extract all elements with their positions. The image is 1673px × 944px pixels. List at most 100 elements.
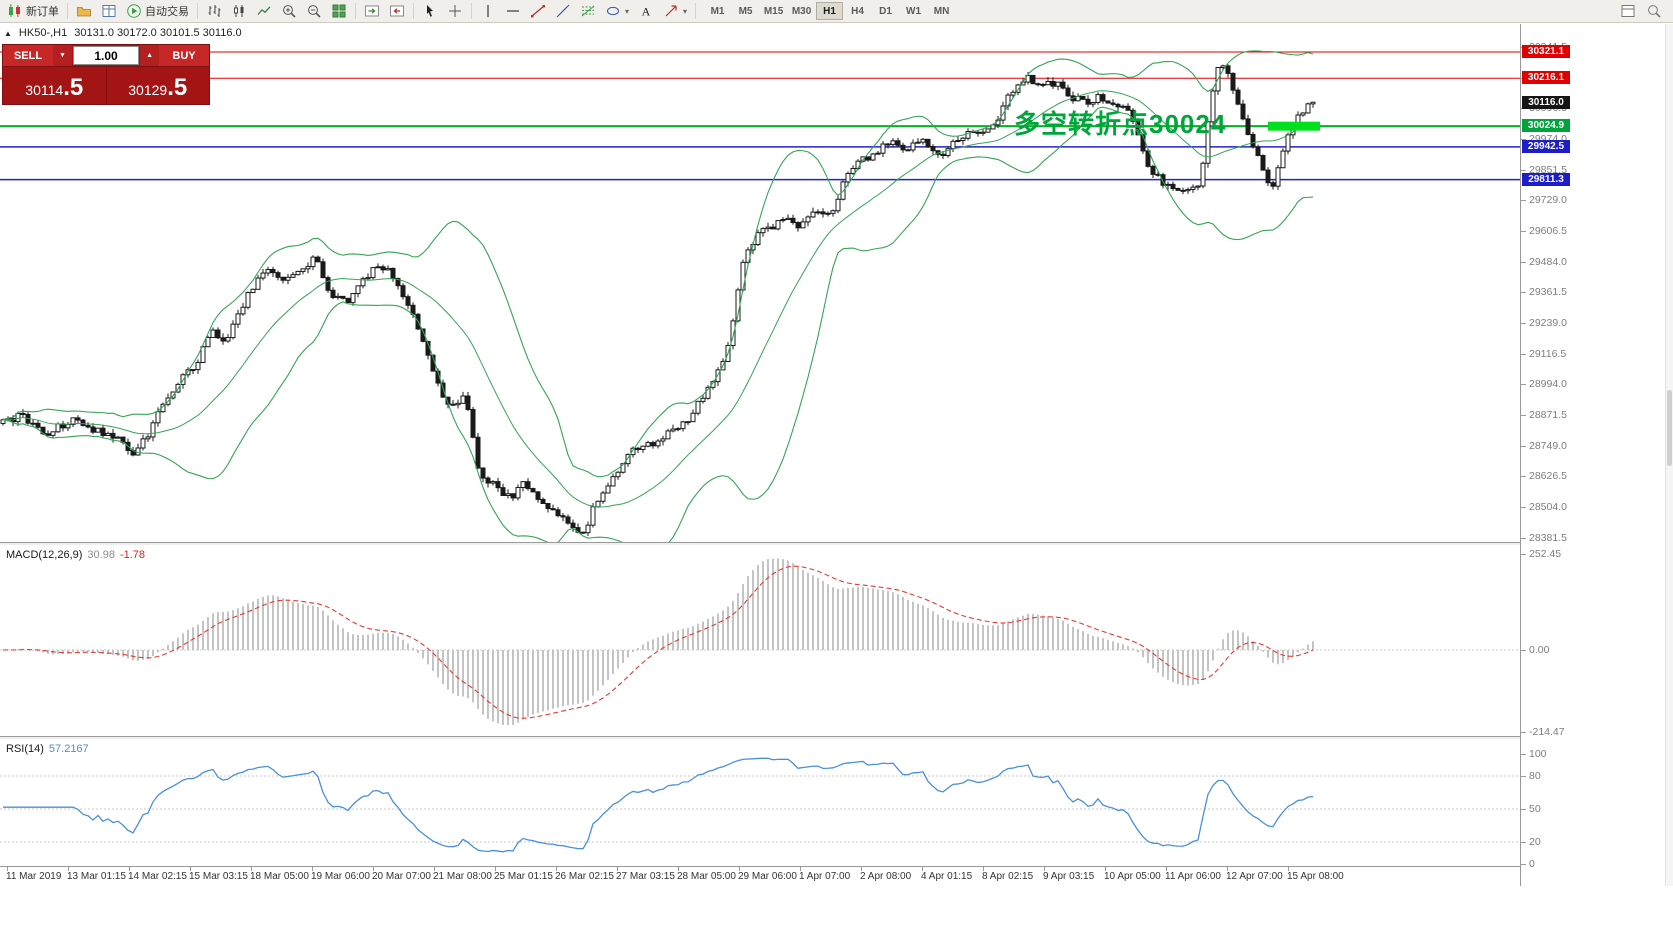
tile-windows-button[interactable] — [327, 1, 351, 21]
cursor-button[interactable] — [418, 1, 442, 21]
horizontal-lines — [0, 51, 1520, 181]
time-axis-label: 26 Mar 02:15 — [555, 871, 614, 882]
price-tick-label: 29116.5 — [1520, 347, 1567, 360]
candlestick-chart-button[interactable] — [227, 1, 251, 21]
auto-scroll-icon — [364, 3, 380, 19]
time-axis-label: 27 Mar 03:15 — [616, 871, 675, 882]
shapes-icon — [605, 3, 621, 19]
horizontal-line-tool-button[interactable] — [501, 1, 525, 21]
price-axis[interactable]: 30341.530219.030096.529974.029851.529729… — [1520, 24, 1667, 886]
chart-shift-icon — [389, 3, 405, 19]
chevron-down-icon: ▾ — [683, 6, 688, 16]
profiles-button[interactable] — [72, 1, 96, 21]
time-axis-label: 11 Mar 2019 — [6, 871, 62, 882]
zoom-in-button[interactable] — [277, 1, 301, 21]
chart-area: ▲ HK50-,H1 30131.0 30172.0 30101.5 30116… — [0, 24, 1673, 944]
price-tick-label: 28381.5 — [1521, 531, 1567, 544]
search-button[interactable] — [1642, 1, 1666, 21]
new-order-button[interactable]: 新订单 — [3, 1, 63, 21]
fibonacci-tool-button[interactable] — [576, 1, 600, 21]
time-axis-tick — [1166, 867, 1167, 871]
shapes-tool-button[interactable]: ▾ — [601, 1, 633, 21]
timeframe-button-m30[interactable]: M30 — [788, 2, 815, 20]
time-axis[interactable]: 11 Mar 2019 13 Mar 01:15 14 Mar 02:15 15 Ma… — [0, 866, 1520, 887]
annotation-marker — [1268, 121, 1320, 131]
time-axis-tick — [678, 867, 679, 871]
time-axis-label: 4 Apr 01:15 — [921, 871, 973, 882]
pane-separator[interactable] — [0, 542, 1520, 546]
toolbar-separator — [355, 3, 356, 19]
price-tick-label: 28749.0 — [1521, 439, 1567, 452]
time-axis-tick — [922, 867, 923, 871]
ask-price[interactable]: 30129 .5 — [107, 67, 210, 104]
rsi-pane[interactable] — [0, 740, 1520, 866]
toolbar: 新订单 自动交易 — [0, 0, 1673, 23]
layout-button[interactable] — [1616, 1, 1640, 21]
data-window-button[interactable] — [97, 1, 121, 21]
line-chart-button[interactable] — [252, 1, 276, 21]
volume-up-button[interactable]: ▲ — [140, 45, 159, 66]
macd-signal-value: -1.78 — [119, 549, 146, 561]
timeframe-button-d1[interactable]: D1 — [872, 2, 899, 20]
macd-main-value: 30.98 — [87, 549, 115, 561]
channel-icon — [555, 3, 571, 19]
autotrading-button[interactable]: 自动交易 — [122, 1, 193, 21]
crosshair-button[interactable] — [443, 1, 467, 21]
time-axis-label: 13 Mar 01:15 — [67, 871, 126, 882]
timeframe-button-mn[interactable]: MN — [928, 2, 955, 20]
time-axis-tick — [739, 867, 740, 871]
timeframe-button-h4[interactable]: H4 — [844, 2, 871, 20]
auto-scroll-button[interactable] — [360, 1, 384, 21]
timeframe-button-m15[interactable]: M15 — [760, 2, 787, 20]
sell-button[interactable]: SELL — [3, 45, 53, 66]
rsi-value: 57.2167 — [48, 743, 89, 755]
time-axis-label: 18 Mar 05:00 — [250, 871, 309, 882]
volume-input[interactable] — [72, 46, 140, 65]
price-tick-label: 29606.5 — [1521, 224, 1567, 237]
timeframe-button-m1[interactable]: M1 — [704, 2, 731, 20]
time-axis-tick — [800, 867, 801, 871]
main-chart[interactable] — [0, 24, 1520, 542]
toolbar-separator — [471, 3, 472, 19]
timeframe-button-h1[interactable]: H1 — [816, 2, 844, 20]
time-axis-label: 15 Mar 03:15 — [189, 871, 248, 882]
one-click-toggle[interactable]: ▲ — [4, 28, 12, 38]
time-axis-label: 15 Apr 08:00 — [1287, 871, 1344, 882]
pane-separator[interactable] — [0, 736, 1520, 740]
price-tick-label: 28871.5 — [1521, 409, 1567, 422]
zoom-out-button[interactable] — [302, 1, 326, 21]
bid-price[interactable]: 30114 .5 — [3, 67, 107, 104]
price-tick-label: 28994.0 — [1521, 378, 1567, 391]
vertical-line-tool-button[interactable] — [476, 1, 500, 21]
bar-chart-button[interactable] — [202, 1, 226, 21]
arrows-tool-button[interactable]: ▾ — [659, 1, 691, 21]
trendline-tool-button[interactable] — [526, 1, 550, 21]
time-axis-tick — [556, 867, 557, 871]
volume-down-button[interactable]: ▼ — [53, 45, 72, 66]
symbol-period-label: HK50-,H1 — [18, 27, 68, 39]
bid-price-main: 30114 — [25, 82, 64, 98]
time-axis-label: 20 Mar 07:00 — [372, 871, 431, 882]
macd-axis-label: 0.00 — [1520, 644, 1550, 656]
buy-button[interactable]: BUY — [159, 45, 209, 66]
fibonacci-icon — [580, 3, 596, 19]
rsi-axis-label: 50 — [1521, 803, 1541, 815]
chart-shift-button[interactable] — [385, 1, 409, 21]
time-axis-label: 28 Mar 05:00 — [677, 871, 736, 882]
trendline-icon — [530, 3, 546, 19]
vertical-line-icon — [480, 3, 496, 19]
channel-tool-button[interactable] — [551, 1, 575, 21]
macd-pane[interactable] — [0, 546, 1520, 736]
text-tool-button[interactable]: A — [634, 1, 658, 21]
line-chart-icon — [256, 3, 272, 19]
timeframe-button-w1[interactable]: W1 — [900, 2, 927, 20]
scrollbar-thumb[interactable] — [1667, 390, 1672, 466]
bollinger-middle-line — [2, 90, 1314, 508]
price-line-badge: 29811.3 — [1522, 172, 1570, 186]
time-axis-tick — [1227, 867, 1228, 871]
timeframe-button-m5[interactable]: M5 — [732, 2, 759, 20]
rsi-line — [3, 757, 1314, 853]
chevron-down-icon: ▾ — [625, 6, 630, 16]
macd-axis-label: 252.45 — [1520, 548, 1562, 560]
